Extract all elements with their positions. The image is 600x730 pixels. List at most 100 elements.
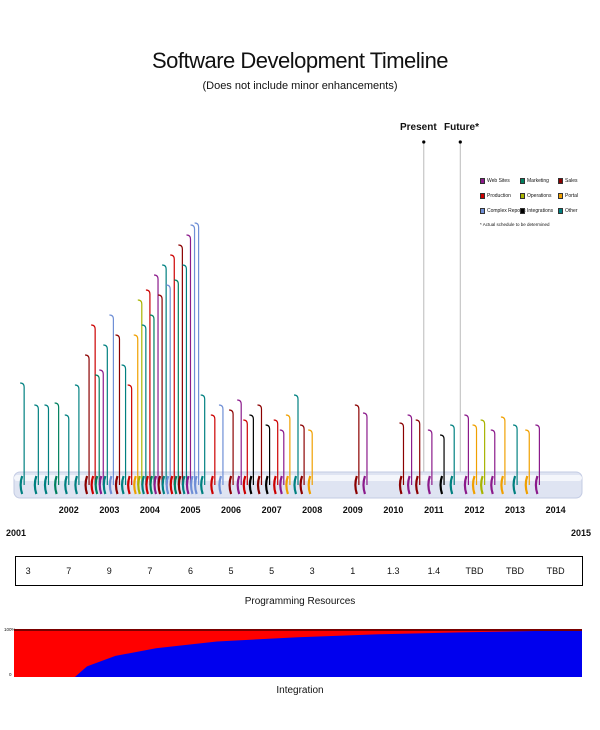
project-hook [218, 404, 224, 410]
project-ring [439, 475, 444, 495]
project-ring [265, 475, 269, 495]
legend-label: Other [565, 208, 578, 214]
project-ring [84, 475, 89, 495]
project-ring [64, 475, 68, 495]
legend-note: * Actual schedule to be determined [480, 222, 550, 227]
project-ring [177, 475, 182, 495]
legend-label: Portal [565, 193, 579, 199]
project-hook [54, 402, 60, 408]
project-hook [95, 374, 100, 380]
project-hook [500, 416, 506, 422]
year-label: 2003 [99, 505, 119, 515]
programming-resources-box: 3 7 9 7 6 5 5 3 1 1.3 1.4 TBD TBD TBD [15, 556, 583, 586]
project-hook [85, 354, 90, 360]
project-hook [158, 294, 163, 300]
legend-item-complex-reports: Complex Reports [480, 208, 526, 214]
project-hook [513, 424, 518, 430]
legend-label: Integrations [527, 208, 554, 214]
project-ring [145, 475, 149, 495]
chart-subtitle: (Does not include minor enhancements) [202, 80, 398, 92]
year-label: 2010 [383, 505, 403, 515]
project-hook [200, 394, 206, 400]
project-hook [257, 404, 263, 410]
legend-swatch [520, 193, 525, 199]
project-hook [137, 299, 143, 305]
project-hook [249, 414, 254, 420]
project-ring [169, 475, 174, 495]
project-hook [300, 424, 305, 430]
project-ring [185, 475, 190, 495]
legend-swatch [558, 208, 563, 214]
legend-swatch [480, 178, 485, 184]
project-ring [307, 475, 312, 495]
legend-label: Marketing [527, 178, 549, 184]
integration-title: Integration [276, 685, 324, 696]
project-ring [471, 475, 476, 495]
resource-value: TBD [506, 566, 525, 576]
integration-y-top-label: 100% [4, 627, 16, 632]
project-ring [256, 475, 261, 495]
marker-dot [422, 140, 426, 144]
project-hook [415, 419, 421, 425]
project-ring [102, 475, 107, 495]
project-ring [161, 475, 166, 495]
future-marker-label: Future* [444, 122, 479, 133]
project-hook [149, 314, 155, 320]
project-hook [480, 419, 486, 425]
project-ring [94, 475, 99, 495]
legend-swatch [480, 193, 485, 199]
integration-blue-area [74, 630, 582, 677]
project-hook [64, 414, 70, 420]
resource-value: 1 [350, 566, 356, 576]
project-hook [399, 422, 405, 428]
project-ring [449, 475, 454, 495]
project-hook [115, 334, 121, 340]
project-hook [464, 414, 469, 420]
legend-item-production: Production [480, 193, 511, 199]
project-ring [74, 475, 78, 495]
legend-label: Sales [565, 178, 578, 184]
project-ring [194, 475, 198, 495]
project-hook [450, 424, 455, 430]
project-ring [273, 475, 277, 495]
project-ring [512, 475, 517, 495]
legend-swatch [558, 193, 563, 199]
project-hook [109, 314, 114, 320]
project-ring [427, 475, 431, 495]
year-label: 2004 [140, 505, 160, 515]
legend-swatch [520, 208, 525, 214]
project-hook [127, 384, 133, 390]
year-label: 2008 [302, 505, 322, 515]
legend-item-portal: Portal [558, 193, 578, 199]
resource-value: 1.3 [387, 566, 400, 576]
project-hook [293, 394, 299, 400]
legend-label: Complex Reports [487, 208, 526, 214]
project-hook [153, 274, 159, 280]
integration-chart [14, 629, 582, 677]
project-hook [362, 412, 368, 418]
project-ring [210, 475, 214, 495]
project-hook [194, 222, 200, 228]
marker-dot [458, 140, 462, 144]
project-hook [285, 414, 291, 420]
project-hook [99, 369, 104, 375]
project-hook [20, 382, 25, 388]
legend-swatch [558, 178, 563, 184]
programming-resources-title: Programming Resources [244, 596, 356, 607]
project-hook [186, 234, 192, 240]
project-ring [248, 475, 253, 495]
project-hook [44, 404, 50, 410]
project-hook [265, 424, 271, 430]
legend-label: Production [487, 193, 511, 199]
project-hook [34, 404, 39, 410]
project-hook [535, 424, 540, 430]
legend-item-marketing: Marketing [520, 178, 549, 184]
project-ring [173, 475, 178, 495]
timeline-start-label: 2001 [6, 528, 27, 538]
project-hook [141, 324, 147, 330]
project-hook [133, 334, 139, 340]
project-ring [398, 475, 403, 495]
chart-title: Software Development Timeline [151, 48, 449, 73]
legend-item-sales: Sales [558, 178, 578, 184]
timeline-end-label: 2015 [571, 528, 592, 538]
